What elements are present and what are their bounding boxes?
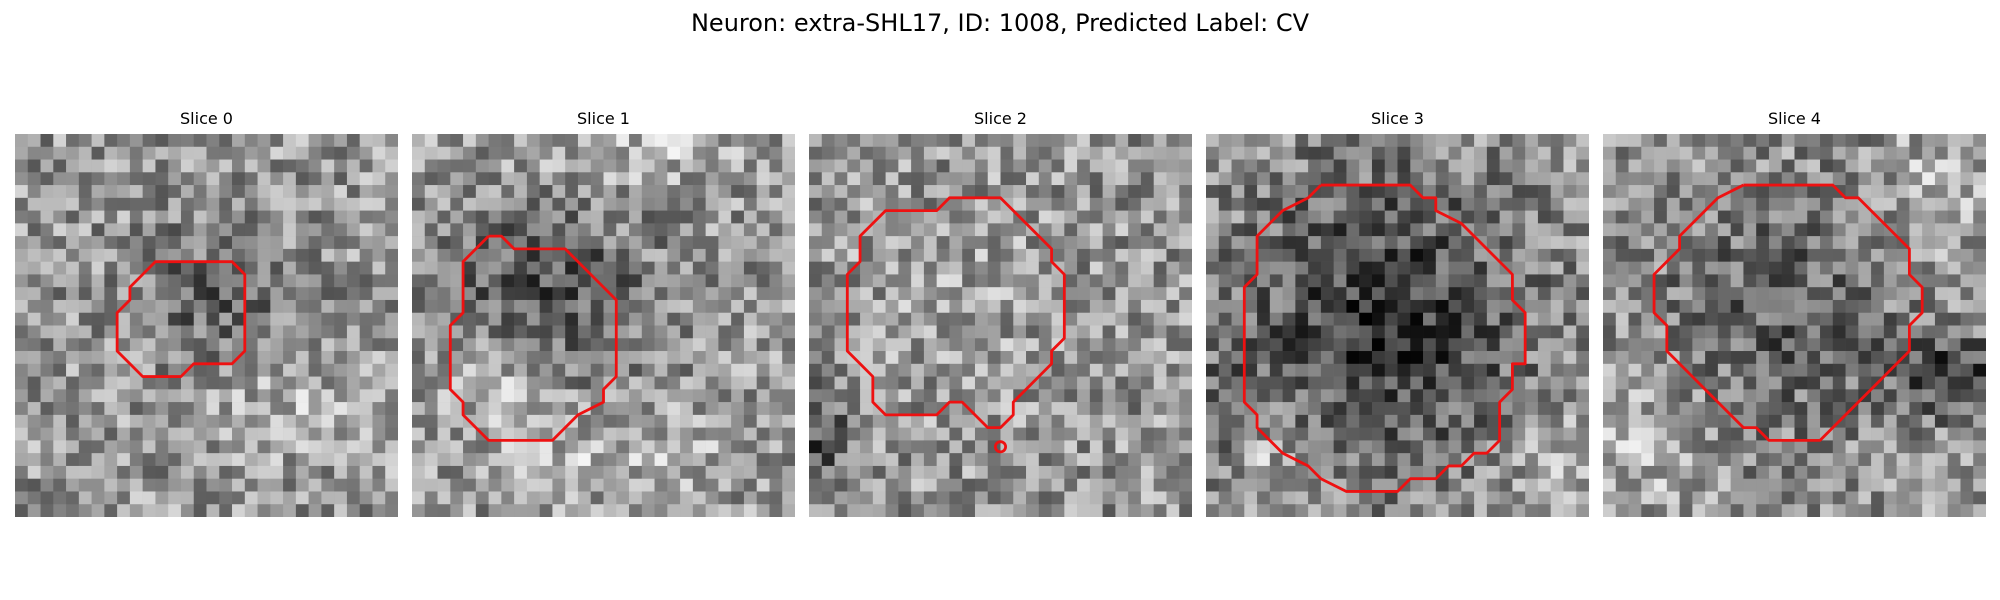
cell-contour — [115, 260, 247, 378]
slice-panel-3: Slice 3 — [1206, 106, 1589, 517]
figure-title: Neuron: extra-SHL17, ID: 1008, Predicted… — [690, 9, 1310, 37]
slice-title: Slice 2 — [974, 109, 1027, 128]
slice-title: Slice 4 — [1768, 109, 1821, 128]
slice-title: Slice 3 — [1371, 109, 1424, 128]
slice-panel-2: Slice 2 — [809, 106, 1192, 517]
cell-contour — [1652, 183, 1924, 442]
slice-title: Slice 1 — [577, 109, 630, 128]
cell-contour — [845, 196, 1066, 430]
small-contour-marker — [993, 440, 1008, 454]
cell-contour — [1242, 183, 1527, 493]
slice-panel-4: Slice 4 — [1603, 106, 1986, 517]
slice-image — [412, 134, 795, 517]
slice-image — [809, 134, 1192, 517]
slice-panel-0: Slice 0 — [15, 106, 398, 517]
slice-image — [1206, 134, 1589, 517]
slice-image — [1603, 134, 1986, 517]
slice-panel-1: Slice 1 — [412, 106, 795, 517]
slice-title: Slice 0 — [180, 109, 233, 128]
cell-contour — [448, 234, 618, 442]
slice-image — [15, 134, 398, 517]
